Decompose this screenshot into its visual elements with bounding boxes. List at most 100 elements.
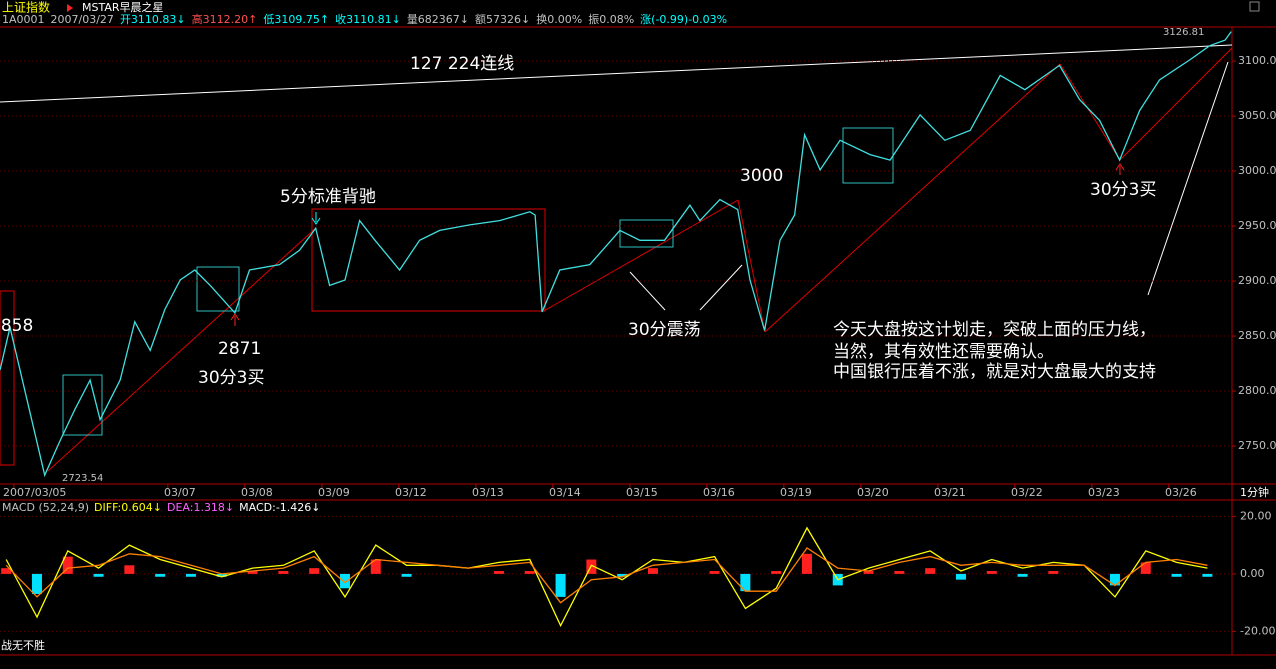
annotation: 30分3买: [1090, 180, 1156, 200]
macd-bar: [771, 571, 782, 574]
macd-line: [5, 526, 1208, 628]
indicator: MACD:-1.426↓: [239, 501, 320, 514]
x-tick-label: 03/16: [703, 486, 735, 499]
macd-bar: [155, 573, 166, 577]
annotation: 2723.54: [62, 473, 103, 484]
y-tick-label: 2900.0: [1238, 274, 1276, 287]
x-tick-label: 03/21: [934, 486, 966, 499]
macd-bar: [986, 571, 997, 574]
macd-bar: [740, 573, 751, 592]
macd-bar: [1171, 573, 1182, 577]
x-tick-label: 03/23: [1088, 486, 1120, 499]
quote-field: 换0.00%: [536, 12, 582, 26]
macd-line: [5, 547, 1208, 604]
macd-bar: [617, 573, 628, 577]
price-line: [0, 31, 1232, 478]
y-tick-label: 2750.0: [1238, 439, 1276, 452]
annotation: 中国银行压着不涨，就是对大盘最大的支持: [833, 362, 1156, 382]
x-tick-label: 03/15: [626, 486, 658, 499]
y-tick-label: 3050.0: [1238, 109, 1276, 122]
quote-field: 开3110.83↓: [120, 13, 186, 26]
y-tick-label: 2850.0: [1238, 329, 1276, 342]
macd-bar: [894, 571, 905, 574]
macd-bar: [31, 573, 42, 595]
annotation: 30分震荡: [628, 320, 701, 340]
y-tick-label: -20.00: [1240, 624, 1275, 637]
x-tick-label: 03/13: [472, 486, 504, 499]
quote-field: 额57326↓: [475, 13, 530, 26]
quote-field: 高3112.20↑: [192, 12, 258, 26]
annotation: 30分3买: [198, 368, 264, 388]
macd-bar: [185, 573, 196, 577]
annotation: 2858: [0, 316, 33, 336]
indicator: DEA:1.318↓: [167, 501, 234, 514]
macd-bar: [124, 565, 135, 574]
y-tick-label: 3000.0: [1238, 164, 1276, 177]
quote-field: 2007/03/27: [51, 13, 114, 26]
annotation: 3000: [740, 166, 783, 186]
quote-field: 涨(-0.99)-0.03%: [640, 13, 727, 26]
x-tick-label: 03/14: [549, 486, 581, 499]
x-tick-label: 03/08: [241, 486, 273, 499]
annotation: 2871: [218, 339, 261, 359]
x-tick-label: 03/26: [1165, 486, 1197, 499]
period-label: 1分钟: [1240, 485, 1269, 499]
macd-bar: [709, 571, 720, 574]
macd-bar: [309, 568, 320, 574]
x-tick-label: 03/09: [318, 486, 350, 499]
annotation: 127 224连线: [410, 54, 514, 74]
window-icon[interactable]: [1249, 1, 1260, 12]
quote-field: 收3110.81↓: [335, 12, 401, 26]
annotation: 今天大盘按这计划走，突破上面的压力线，: [833, 320, 1156, 340]
macd-bar: [1202, 573, 1213, 577]
macd-bar: [555, 573, 566, 597]
macd-bar: [863, 571, 874, 574]
macd-bar: [93, 573, 104, 577]
x-tick-label: 03/12: [395, 486, 427, 499]
macd-header: MACD (52,24,9) DIFF:0.604↓ DEA:1.318↓ MACD:…: [2, 501, 321, 514]
macd-bar: [216, 573, 227, 577]
macd-title: MACD (52,24,9): [2, 501, 89, 514]
drawings: [0, 44, 1233, 472]
quote-field: 量682367↓: [407, 13, 469, 26]
quote-field: 1A0001: [2, 13, 45, 26]
index-name: 上证指数: [2, 0, 50, 15]
y-tick-label: 3100.0: [1238, 54, 1276, 67]
annotation: 当然，其有效性还需要确认。: [833, 342, 1054, 362]
macd-bar: [1048, 571, 1059, 574]
macd-bar: [401, 573, 412, 577]
macd-bar: [1140, 562, 1151, 574]
macd-bar: [1, 568, 12, 574]
y-tick-label: 0.00: [1240, 567, 1265, 580]
macd-bar: [647, 568, 658, 574]
formula-name: MSTAR早晨之星: [82, 0, 164, 14]
arrow-icon: [67, 4, 73, 12]
macd-bar: [62, 556, 73, 574]
macd-bar: [801, 553, 812, 574]
indicator: DIFF:0.604↓: [94, 501, 162, 514]
macd-bar: [1017, 573, 1028, 577]
macd-bar: [247, 571, 258, 574]
y-tick-label: 2800.0: [1238, 384, 1276, 397]
y-tick-label: 2950.0: [1238, 219, 1276, 232]
annotation: 5分标准背驰: [280, 187, 376, 207]
macd-bar: [524, 571, 535, 574]
x-tick-label: 03/07: [164, 486, 196, 499]
macd-bar: [955, 573, 966, 580]
macd-bar: [493, 571, 504, 574]
x-tick-label: 03/22: [1011, 486, 1043, 499]
quote-field: 振0.08%: [588, 12, 634, 26]
x-tick-label: 2007/03/05: [3, 486, 66, 499]
frame: [0, 26, 1276, 656]
annotation: 3126.81: [1163, 27, 1204, 38]
macd-bar: [339, 573, 350, 589]
macd-bar: [1109, 573, 1120, 586]
y-tick-label: 20.00: [1240, 509, 1272, 522]
macd-bar: [278, 571, 289, 574]
macd-bar: [925, 568, 936, 574]
quote-row: 1A0001 2007/03/27 开3110.83↓ 高3112.20↑ 低3109.…: [2, 12, 727, 26]
x-tick-label: 03/20: [857, 486, 889, 499]
macd-bar: [370, 559, 381, 574]
